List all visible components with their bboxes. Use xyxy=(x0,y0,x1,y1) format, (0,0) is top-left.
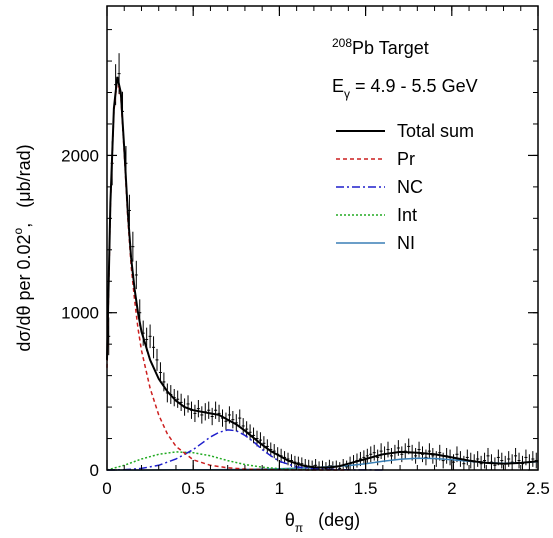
legend-label-pr: Pr xyxy=(397,149,415,169)
x-tick-label: 2.5 xyxy=(526,479,550,498)
y-tick-label: 0 xyxy=(90,461,99,480)
y-axis-title: dσ/dθ per 0.02o, (μb/rad) xyxy=(11,144,34,351)
y-tick-label: 1000 xyxy=(61,304,99,323)
x-tick-label: 1 xyxy=(275,479,284,498)
series-line-total xyxy=(106,76,539,469)
x-tick-label: 0 xyxy=(102,479,111,498)
axis-layer: 0 0.5 1 1.5 2 2.5 0 1000 2000 xyxy=(61,6,550,498)
legend: Total sum Pr NC Int NI xyxy=(336,121,474,253)
x-tick-label: 0.5 xyxy=(181,479,205,498)
x-tick-label: 1.5 xyxy=(354,479,378,498)
legend-label-ni: NI xyxy=(397,233,415,253)
legend-label-int: Int xyxy=(397,205,417,225)
legend-label-nc: NC xyxy=(397,177,423,197)
x-axis-symbol: θ xyxy=(285,510,295,530)
energy-range: = 4.9 - 5.5 GeV xyxy=(350,76,478,96)
y-axis-sup: o xyxy=(11,227,25,234)
plot-frame xyxy=(106,5,539,471)
series-line-pr xyxy=(106,79,349,471)
x-axis-sub: π xyxy=(295,521,303,535)
x-tick-label: 2 xyxy=(447,479,456,498)
x-axis-title: θπ (deg) xyxy=(285,510,360,535)
legend-label-total: Total sum xyxy=(397,121,474,141)
y-axis-unit: , (μb/rad) xyxy=(14,144,34,227)
energy-sub: γ xyxy=(344,87,350,101)
energy-label: Eγ = 4.9 - 5.5 GeV xyxy=(332,76,478,101)
target-label: 208Pb Target xyxy=(332,36,429,58)
energy-symbol: E xyxy=(332,76,344,96)
target-name: Pb Target xyxy=(352,38,429,58)
x-axis-unit: (deg) xyxy=(303,510,360,530)
y-axis-main: dσ/dθ per 0.02 xyxy=(14,234,34,351)
data-layer xyxy=(106,53,539,471)
y-tick-label: 2000 xyxy=(61,146,99,165)
target-isotope-sup: 208 xyxy=(332,36,352,50)
